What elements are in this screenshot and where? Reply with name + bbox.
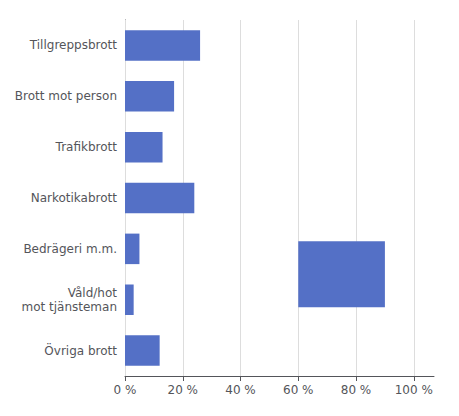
svg-text:0 %: 0 % bbox=[114, 383, 137, 397]
svg-text:Bedrägeri m.m.: Bedrägeri m.m. bbox=[23, 242, 117, 256]
svg-text:20 %: 20 % bbox=[168, 383, 199, 397]
svg-text:mot tjänsteman: mot tjänsteman bbox=[21, 300, 117, 314]
svg-text:Narkotikabrott: Narkotikabrott bbox=[31, 191, 118, 205]
svg-text:60 %: 60 % bbox=[283, 383, 314, 397]
svg-text:Tillgreppsbrott: Tillgreppsbrott bbox=[29, 38, 117, 52]
svg-text:80 %: 80 % bbox=[341, 383, 372, 397]
svg-text:Trafikbrott: Trafikbrott bbox=[55, 140, 118, 154]
svg-text:Övriga brott: Övriga brott bbox=[44, 342, 117, 358]
svg-text:Brott mot person: Brott mot person bbox=[15, 89, 117, 103]
svg-text:100 %: 100 % bbox=[395, 383, 433, 397]
svg-text:Våld/hot: Våld/hot bbox=[68, 286, 118, 300]
svg-text:40 %: 40 % bbox=[225, 383, 256, 397]
